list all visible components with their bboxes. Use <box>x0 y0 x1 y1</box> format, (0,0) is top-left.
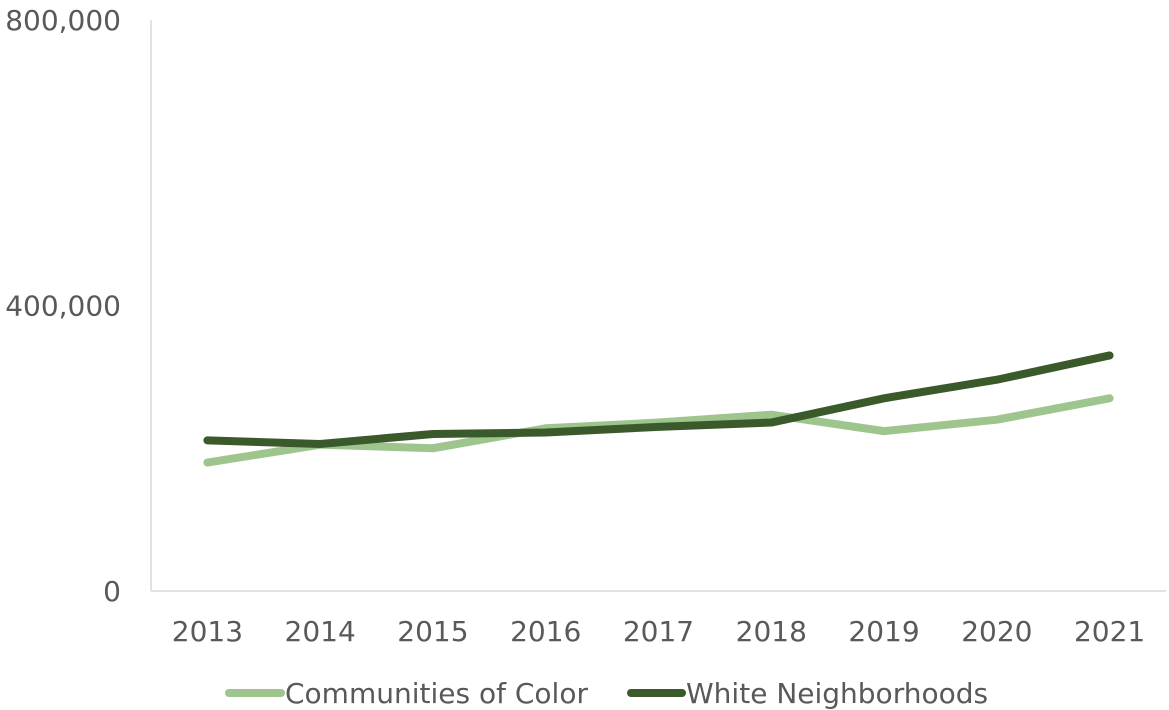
y-tick-label: 800,000 <box>5 4 121 37</box>
series-line-communities-of-color <box>203 394 1114 467</box>
x-tick-label: 2015 <box>397 615 468 648</box>
x-tick-label: 2021 <box>1074 615 1145 648</box>
legend-label-white-neighborhoods: White Neighborhoods <box>686 677 988 710</box>
x-tick-label: 2017 <box>623 615 694 648</box>
x-tick-label: 2020 <box>961 615 1032 648</box>
series-line-white-neighborhoods <box>203 351 1114 448</box>
y-tick-label: 0 <box>103 575 121 608</box>
series-lines <box>203 351 1114 467</box>
x-tick-label: 2019 <box>848 615 919 648</box>
legend: Communities of Color White Neighborhoods <box>225 677 988 710</box>
x-tick-labels: 2013 2014 2015 2016 2017 2018 2019 2020 2021 <box>172 615 1145 648</box>
y-tick-label: 400,000 <box>5 290 121 323</box>
x-tick-label: 2013 <box>172 615 243 648</box>
x-tick-label: 2016 <box>510 615 581 648</box>
x-tick-label: 2018 <box>736 615 807 648</box>
x-tick-label: 2014 <box>285 615 356 648</box>
axes <box>150 20 1166 592</box>
legend-label-communities-of-color: Communities of Color <box>285 677 588 710</box>
y-tick-labels: 0 400,000 800,000 <box>5 4 121 608</box>
